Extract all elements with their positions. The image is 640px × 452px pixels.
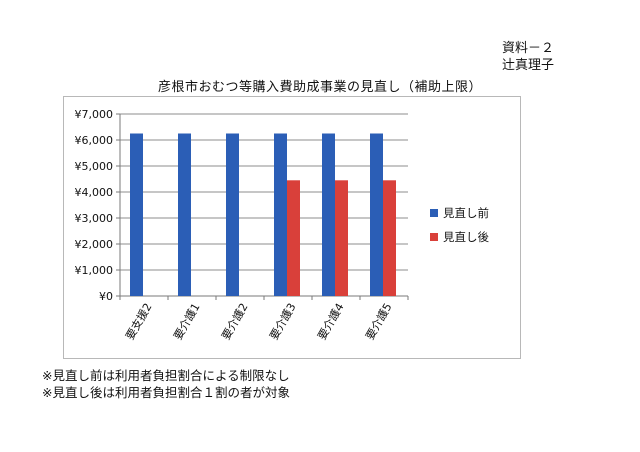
x-category-label: 要支援2 xyxy=(122,301,154,343)
bar-before xyxy=(178,133,191,296)
legend-label-after: 見直し後 xyxy=(443,230,489,244)
y-tick-label: ¥5,000 xyxy=(75,160,114,173)
y-tick-label: ¥4,000 xyxy=(75,186,114,199)
y-tick-label: ¥6,000 xyxy=(75,134,114,147)
bar-before xyxy=(370,133,383,296)
bar-before xyxy=(274,133,287,296)
footnotes: ※見直し前は利用者負担割合による制限なし ※見直し後は利用者負担割合１割の者が対… xyxy=(42,367,290,401)
bar-before xyxy=(130,133,143,296)
legend-label-before: 見直し前 xyxy=(443,206,489,220)
bar-after xyxy=(287,180,300,296)
x-category-label: 要介護5 xyxy=(362,301,394,343)
legend-swatch-after xyxy=(430,233,438,241)
chart-title: 彦根市おむつ等購入費助成事業の見直し（補助上限） xyxy=(157,80,482,95)
x-category-label: 要介護4 xyxy=(314,301,346,343)
chart-frame xyxy=(63,96,521,359)
bar-after xyxy=(383,180,396,296)
legend-swatch-before xyxy=(430,209,438,217)
x-category-label: 要介護1 xyxy=(170,301,202,343)
x-category-label: 要介護2 xyxy=(218,301,250,343)
bar-before xyxy=(226,133,239,296)
bar-before xyxy=(322,133,335,296)
y-tick-label: ¥2,000 xyxy=(75,238,114,251)
document-reference: 資料－２ 辻真理子 xyxy=(502,40,554,74)
footnote-after: ※見直し後は利用者負担割合１割の者が対象 xyxy=(42,385,290,400)
footnote-before: ※見直し前は利用者負担割合による制限なし xyxy=(42,368,290,383)
y-tick-label: ¥0 xyxy=(99,290,113,303)
y-tick-label: ¥3,000 xyxy=(75,212,114,225)
x-category-label: 要介護3 xyxy=(266,301,298,343)
bar-after xyxy=(335,180,348,296)
y-tick-label: ¥7,000 xyxy=(75,108,114,121)
document-author: 辻真理子 xyxy=(502,58,555,73)
document-ref-label: 資料－２ xyxy=(502,41,555,56)
y-tick-label: ¥1,000 xyxy=(75,264,114,277)
